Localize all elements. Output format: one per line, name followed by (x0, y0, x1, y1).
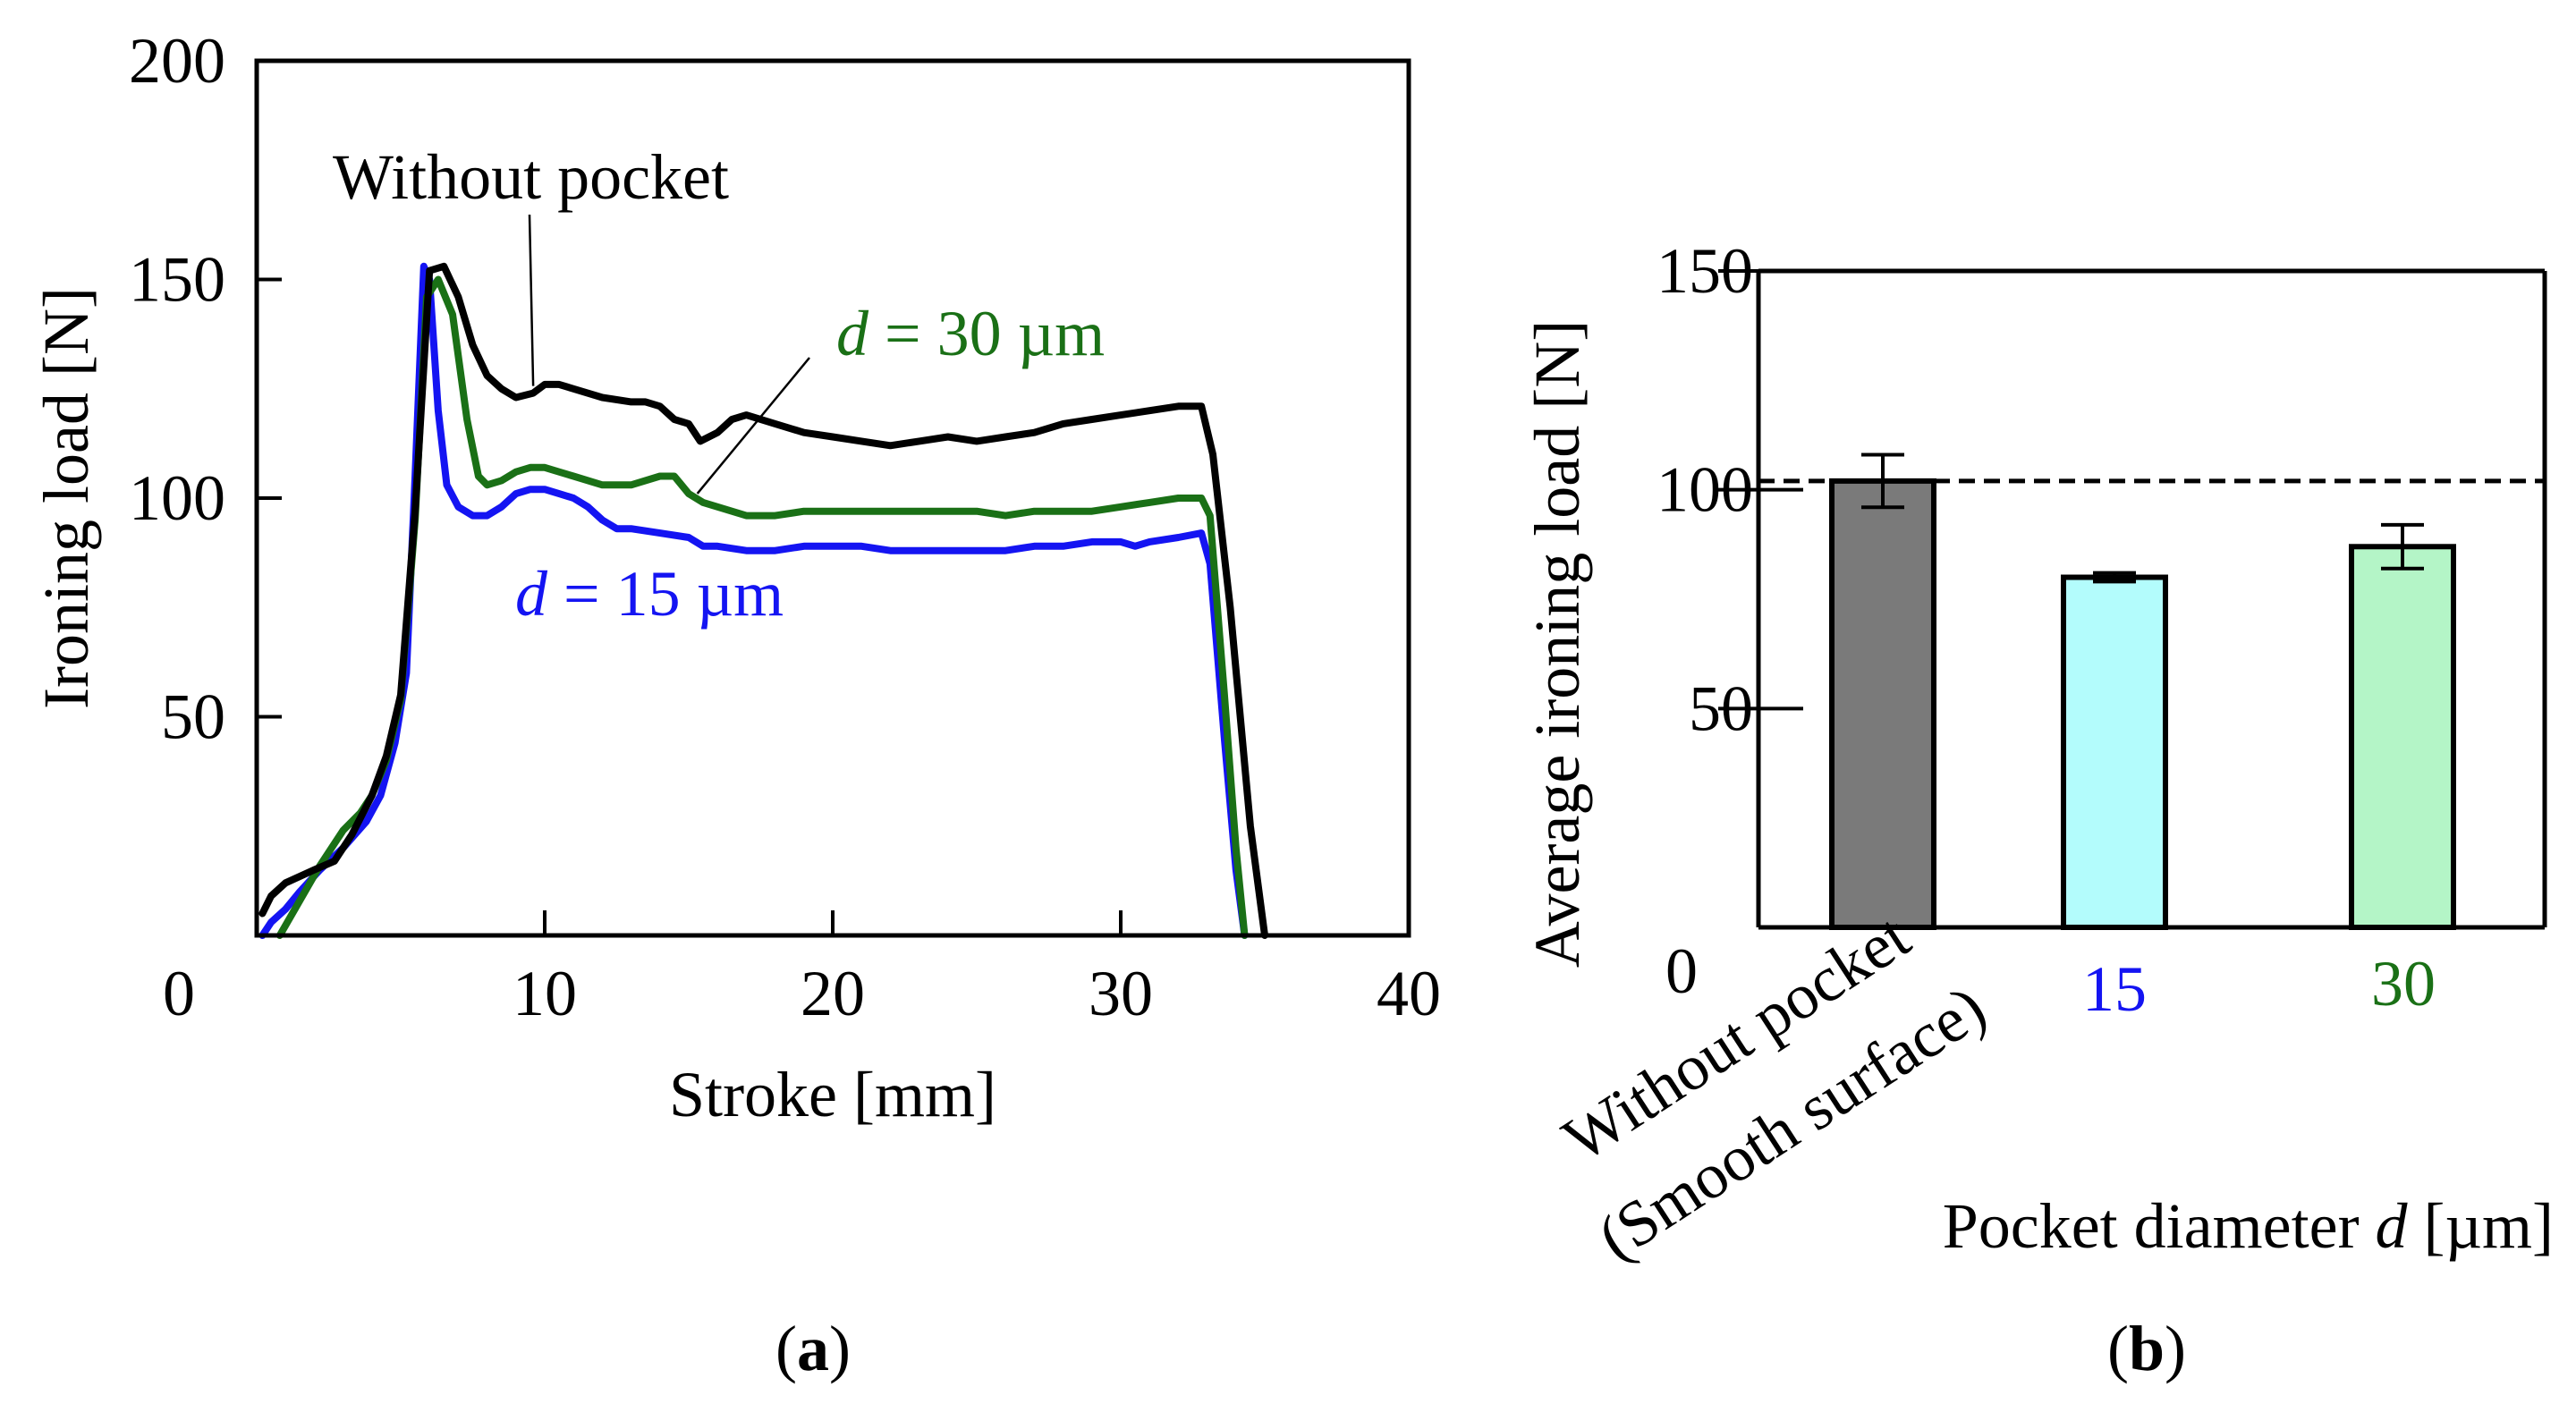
bar-30 (2349, 544, 2456, 931)
annotation-d15-value: = 15 µm (547, 558, 784, 630)
y-tick-label: 50 (161, 681, 225, 753)
y-tick-label: 150 (1657, 235, 1753, 307)
annotation-d15-var: d (515, 558, 548, 630)
y-tick-label: 200 (129, 25, 225, 97)
y-tick-label: 150 (129, 244, 225, 316)
panel-label-a-letter: a (797, 1313, 829, 1384)
x-axis-zero-label: 0 (163, 958, 195, 1029)
category-label-15: 15 (2082, 953, 2147, 1025)
y-axis-label: Ironing load [N] (30, 287, 102, 709)
x-axis-label: Stroke [mm] (669, 1059, 996, 1130)
bar-without-pocket (1829, 478, 1936, 930)
bar-15 (2061, 574, 2168, 930)
annotation-without-pocket: Without pocket (333, 141, 729, 213)
line-series-group (258, 262, 1268, 939)
x-tick-label: 10 (513, 958, 577, 1029)
panel-label-b-letter: b (2129, 1313, 2165, 1384)
annotation-leader-without-pocket (528, 214, 535, 386)
annotation-leader-d30 (696, 357, 810, 495)
bar-group (1829, 452, 2456, 931)
category-label-30: 30 (2371, 948, 2436, 1019)
y-tick-label: 100 (129, 462, 225, 534)
annotation-d30-value: = 30 µm (869, 298, 1105, 369)
line-series-without-pocket (258, 262, 1268, 939)
y-axis-zero-label: 0 (1665, 935, 1698, 1007)
x-axis-label-var: d (2376, 1190, 2409, 1262)
x-axis-label-prefix: Pocket diameter (1943, 1190, 2376, 1262)
panel-label-b: (b) (2107, 1313, 2186, 1384)
x-axis-label-suffix: [µm] (2408, 1190, 2554, 1262)
y-tick-label: 100 (1657, 454, 1753, 526)
x-tick-label: 30 (1089, 958, 1153, 1029)
y-tick-label: 50 (1689, 672, 1753, 744)
annotation-d30: d = 30 µm (836, 298, 1105, 369)
axis-frame (1756, 268, 2547, 930)
annotation-d15: d = 15 µm (515, 558, 784, 630)
annotation-d30-var: d (836, 298, 869, 369)
panel-label-a: (a) (775, 1313, 851, 1384)
x-tick-label: 20 (801, 958, 865, 1029)
y-axis-label: Average ironing load [N] (1521, 320, 1593, 968)
axis-ticks: 10 20 30 40 50 100 150 200 (129, 25, 1441, 1029)
x-tick-label: 40 (1377, 958, 1441, 1029)
x-axis-label: Pocket diameter d [µm] (1943, 1190, 2554, 1262)
line-chart-panel: 10 20 30 40 50 100 150 200 Without pocket d = 3… (30, 25, 1441, 1384)
axis-ticks: 50 100 150 (1657, 235, 1803, 744)
